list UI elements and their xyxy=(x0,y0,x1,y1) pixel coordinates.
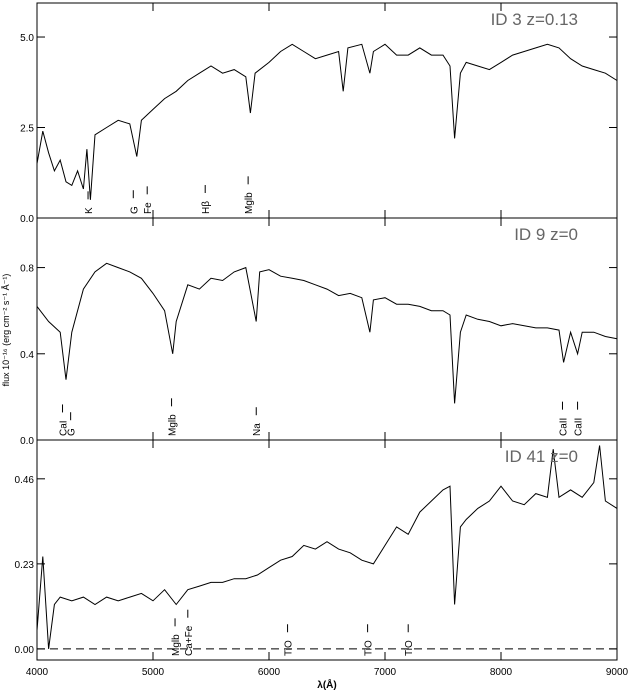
line-label: TiO xyxy=(404,640,415,656)
spectrum-line xyxy=(36,262,618,404)
x-axis-label: λ(Å) xyxy=(317,678,336,691)
y-tick-label: 0.0 xyxy=(20,214,34,225)
panel-frame xyxy=(36,217,618,441)
panel-frame xyxy=(36,439,618,661)
y-tick-label: 0.23 xyxy=(15,560,35,571)
line-label: Hβ xyxy=(201,201,212,214)
line-label: TiO xyxy=(364,640,375,656)
line-label: Na xyxy=(252,423,263,436)
x-tick-label: 8000 xyxy=(490,667,513,678)
line-label: Mglb xyxy=(171,634,182,656)
panel-label: ID 9 z=0 xyxy=(514,225,578,244)
spectrum-line xyxy=(36,445,618,649)
y-tick-label: 0.0 xyxy=(20,436,34,447)
line-label: Mglb xyxy=(168,414,179,436)
x-tick-label: 6000 xyxy=(258,667,281,678)
y-tick-label: 0.8 xyxy=(20,264,34,275)
line-label: G xyxy=(129,206,140,214)
line-label: G xyxy=(67,428,78,436)
line-label: CaII xyxy=(574,418,585,436)
x-tick-label: 9000 xyxy=(606,667,629,678)
panel-frame xyxy=(36,2,618,219)
line-label: K xyxy=(84,207,95,214)
spectrum-line xyxy=(36,43,618,200)
x-tick-label: 7000 xyxy=(374,667,397,678)
line-label: Mglb xyxy=(244,192,255,214)
y-tick-label: 5.0 xyxy=(20,33,34,44)
panel-label: ID 41 z=0 xyxy=(505,447,578,466)
line-label: Fe xyxy=(143,202,154,214)
y-tick-label: 0.46 xyxy=(15,475,35,486)
y-tick-label: 2.5 xyxy=(20,124,34,135)
line-label: Ca+Fe xyxy=(184,625,195,656)
line-label: CaI xyxy=(59,420,70,436)
x-tick-label: 5000 xyxy=(142,667,165,678)
line-label: TiO xyxy=(284,640,295,656)
x-tick-label: 4000 xyxy=(26,667,49,678)
y-tick-label: 0.00 xyxy=(15,645,35,656)
panel-label: ID 3 z=0.13 xyxy=(491,10,578,29)
y-tick-label: 0.4 xyxy=(20,350,34,361)
y-axis-label: flux 10⁻¹⁶ (erg cm⁻² s⁻¹ Å⁻¹) xyxy=(1,274,11,387)
line-label: CaII xyxy=(558,418,569,436)
